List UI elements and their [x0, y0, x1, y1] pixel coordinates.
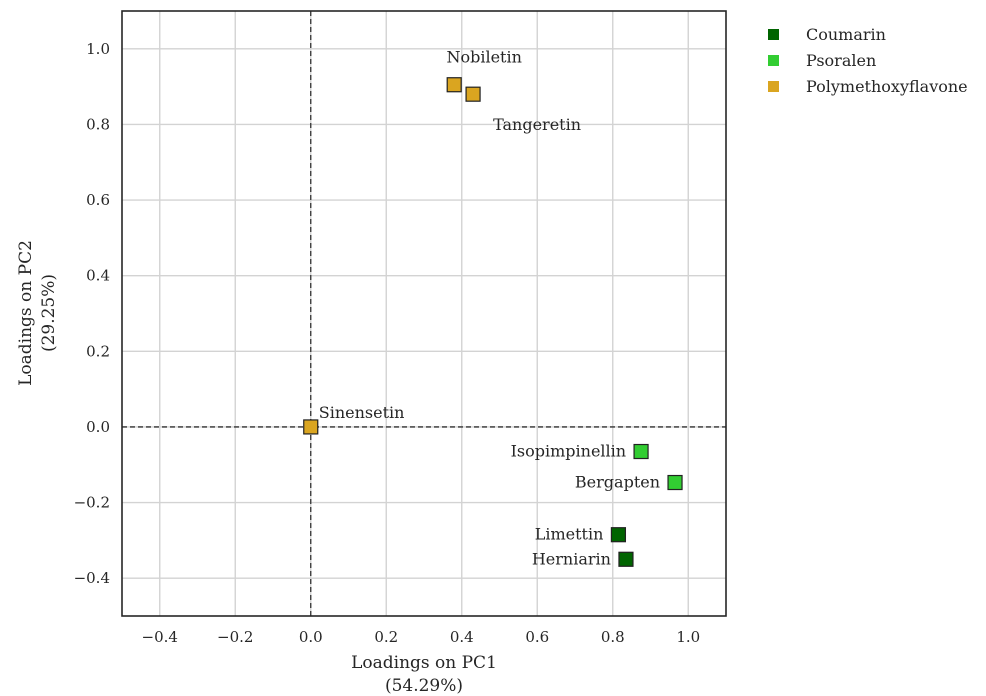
y-tick-label: 0.2 [86, 342, 110, 360]
legend-swatch-coumarin [768, 29, 779, 40]
x-tick-label: 1.0 [676, 628, 700, 646]
x-tick-labels: −0.4 −0.2 0.0 0.2 0.4 0.6 0.8 1.0 [142, 628, 701, 646]
plot-frame [121, 10, 727, 617]
point-label-tangeretin: Tangeretin [493, 115, 581, 134]
x-axis-label: Loadings on PC1 [351, 653, 497, 673]
x-tick-label: 0.4 [450, 628, 474, 646]
y-axis-label: Loadings on PC2 [16, 240, 36, 386]
x-tick-label: 0.6 [525, 628, 549, 646]
x-tick-label: −0.4 [142, 628, 178, 646]
grid [122, 11, 726, 616]
legend-label-polymethoxyflavone: Polymethoxyflavone [806, 77, 968, 96]
reference-lines [122, 11, 726, 616]
point-label-bergapten: Bergapten [575, 473, 660, 492]
point-label-isopimpinellin: Isopimpinellin [511, 442, 626, 461]
y-axis-label-sub: (29.25%) [39, 274, 59, 352]
x-tick-label: −0.2 [217, 628, 253, 646]
y-tick-label: 0.4 [86, 267, 110, 285]
point-labels: Limettin Herniarin Isopimpinellin Bergapten… [319, 48, 660, 569]
x-axis-label-sub: (54.29%) [385, 676, 463, 696]
point-label-sinensetin: Sinensetin [319, 403, 405, 422]
legend-swatch-polymethoxyflavone [768, 81, 779, 92]
point-label-nobiletin: Nobiletin [446, 48, 521, 67]
data-point-sinensetin [303, 419, 319, 435]
point-label-herniarin: Herniarin [532, 549, 611, 568]
data-point-herniarin [618, 551, 634, 567]
data-point-isopimpinellin [633, 443, 649, 460]
data-point-nobiletin [446, 77, 462, 93]
y-tick-label: −0.4 [74, 569, 110, 587]
data-point-tangeretin [465, 86, 481, 102]
x-tick-label: 0.2 [374, 628, 398, 646]
y-tick-label: 1.0 [86, 40, 110, 58]
legend: Coumarin Psoralen Polymethoxyflavone [768, 25, 968, 96]
x-tick-label: 0.0 [299, 628, 323, 646]
data-point-limettin [610, 527, 627, 543]
y-tick-labels: −0.4 −0.2 0.0 0.2 0.4 0.6 0.8 1.0 [74, 40, 110, 587]
point-label-limettin: Limettin [535, 525, 604, 544]
y-tick-label: −0.2 [74, 494, 110, 512]
x-tick-label: 0.8 [601, 628, 625, 646]
legend-label-psoralen: Psoralen [806, 51, 876, 70]
legend-label-coumarin: Coumarin [806, 25, 886, 44]
data-point-bergapten [667, 474, 683, 491]
data-points [303, 77, 683, 567]
legend-swatch-psoralen [768, 55, 779, 66]
y-tick-label: 0.8 [86, 115, 110, 133]
y-tick-label: 0.0 [86, 418, 110, 436]
y-tick-label: 0.6 [86, 191, 110, 209]
